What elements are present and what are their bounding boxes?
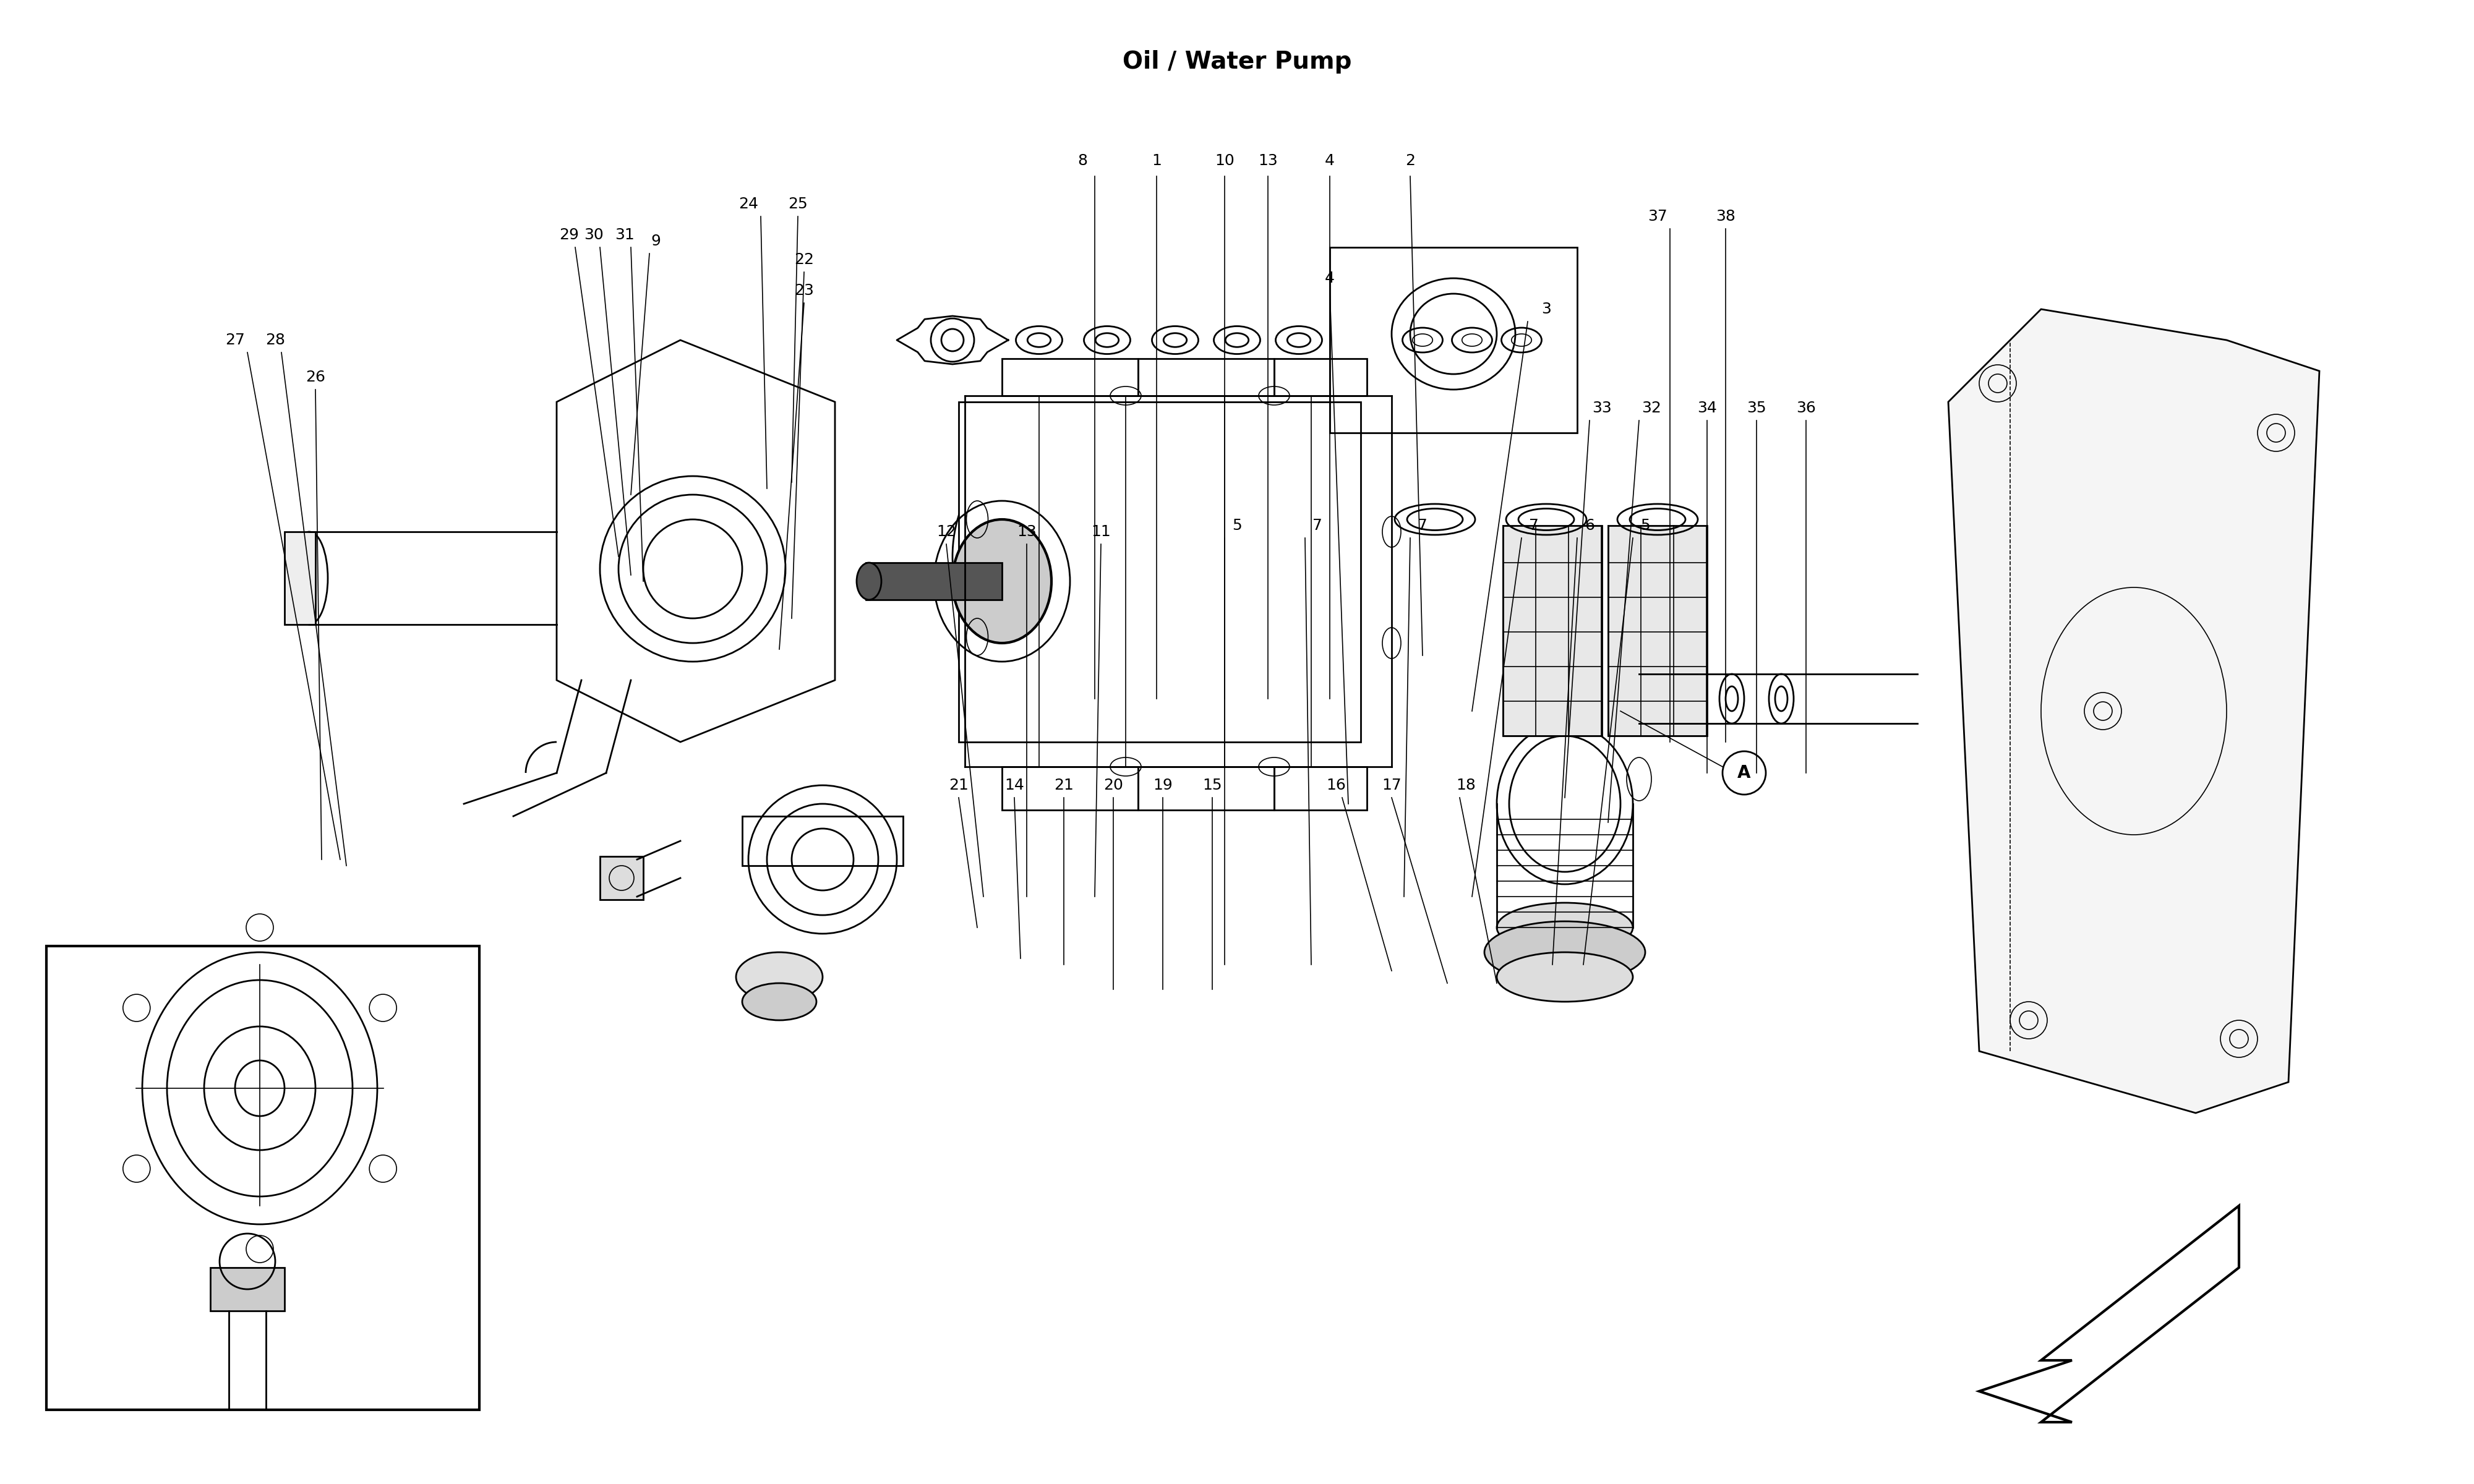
Text: 13: 13 bbox=[1259, 153, 1277, 168]
Text: 38: 38 bbox=[1717, 209, 1734, 224]
Text: 11: 11 bbox=[1091, 524, 1111, 539]
Polygon shape bbox=[557, 340, 836, 742]
Text: 20: 20 bbox=[1103, 778, 1123, 792]
Ellipse shape bbox=[1484, 922, 1645, 982]
Polygon shape bbox=[1950, 309, 2321, 1113]
Text: 9: 9 bbox=[651, 233, 661, 248]
Bar bbox=[210, 1267, 285, 1310]
Text: 34: 34 bbox=[1697, 401, 1717, 416]
Bar bbox=[1274, 359, 1366, 396]
Bar bbox=[1138, 767, 1274, 810]
Text: 5: 5 bbox=[1640, 518, 1650, 533]
Bar bbox=[1504, 525, 1603, 736]
Text: 31: 31 bbox=[616, 227, 633, 242]
Text: 8: 8 bbox=[1079, 153, 1089, 168]
Text: 21: 21 bbox=[950, 778, 967, 792]
Bar bbox=[599, 856, 643, 899]
Text: Oil / Water Pump: Oil / Water Pump bbox=[1123, 50, 1351, 74]
Text: 29: 29 bbox=[559, 227, 579, 242]
Bar bbox=[742, 816, 903, 865]
Text: 4: 4 bbox=[1326, 270, 1336, 285]
Text: 30: 30 bbox=[584, 227, 604, 242]
Text: 36: 36 bbox=[1796, 401, 1816, 416]
Text: 4: 4 bbox=[1326, 153, 1336, 168]
Ellipse shape bbox=[952, 519, 1051, 643]
Bar bbox=[866, 562, 1002, 600]
Text: 35: 35 bbox=[1747, 401, 1766, 416]
Text: 33: 33 bbox=[1593, 401, 1611, 416]
Polygon shape bbox=[1979, 1205, 2239, 1422]
Bar bbox=[1274, 767, 1366, 810]
Ellipse shape bbox=[856, 562, 881, 600]
Bar bbox=[1138, 359, 1274, 396]
Text: 13: 13 bbox=[1017, 524, 1037, 539]
Ellipse shape bbox=[1497, 953, 1633, 1002]
Bar bbox=[1002, 359, 1138, 396]
Text: 1: 1 bbox=[1153, 153, 1160, 168]
Text: 32: 32 bbox=[1643, 401, 1660, 416]
Text: 10: 10 bbox=[1215, 153, 1235, 168]
Ellipse shape bbox=[737, 953, 821, 1002]
Ellipse shape bbox=[742, 982, 816, 1021]
Text: 12: 12 bbox=[938, 524, 955, 539]
Bar bbox=[1002, 767, 1138, 810]
Ellipse shape bbox=[1497, 902, 1633, 953]
Text: 7: 7 bbox=[1529, 518, 1539, 533]
Polygon shape bbox=[960, 402, 1361, 742]
Text: 37: 37 bbox=[1648, 209, 1667, 224]
Text: 5: 5 bbox=[1232, 518, 1242, 533]
Text: 6: 6 bbox=[1583, 518, 1593, 533]
Text: 26: 26 bbox=[307, 370, 327, 384]
Bar bbox=[1608, 525, 1707, 736]
Text: 15: 15 bbox=[1202, 778, 1222, 792]
Bar bbox=[47, 947, 480, 1410]
Text: 23: 23 bbox=[794, 283, 814, 298]
Text: 7: 7 bbox=[1418, 518, 1427, 533]
Text: 17: 17 bbox=[1383, 778, 1400, 792]
Text: 19: 19 bbox=[1153, 778, 1173, 792]
Text: 21: 21 bbox=[1054, 778, 1074, 792]
Text: 28: 28 bbox=[265, 332, 285, 347]
Text: 27: 27 bbox=[225, 332, 245, 347]
Bar bbox=[1331, 248, 1578, 433]
Text: 24: 24 bbox=[737, 196, 757, 211]
Text: 22: 22 bbox=[794, 252, 814, 267]
Bar bbox=[285, 531, 317, 625]
Text: 25: 25 bbox=[789, 196, 807, 211]
Text: A: A bbox=[1737, 764, 1752, 782]
Text: 18: 18 bbox=[1457, 778, 1475, 792]
Text: 14: 14 bbox=[1004, 778, 1024, 792]
Text: 2: 2 bbox=[1405, 153, 1415, 168]
Text: 16: 16 bbox=[1326, 778, 1346, 792]
Text: 7: 7 bbox=[1314, 518, 1321, 533]
Text: 3: 3 bbox=[1541, 301, 1551, 316]
